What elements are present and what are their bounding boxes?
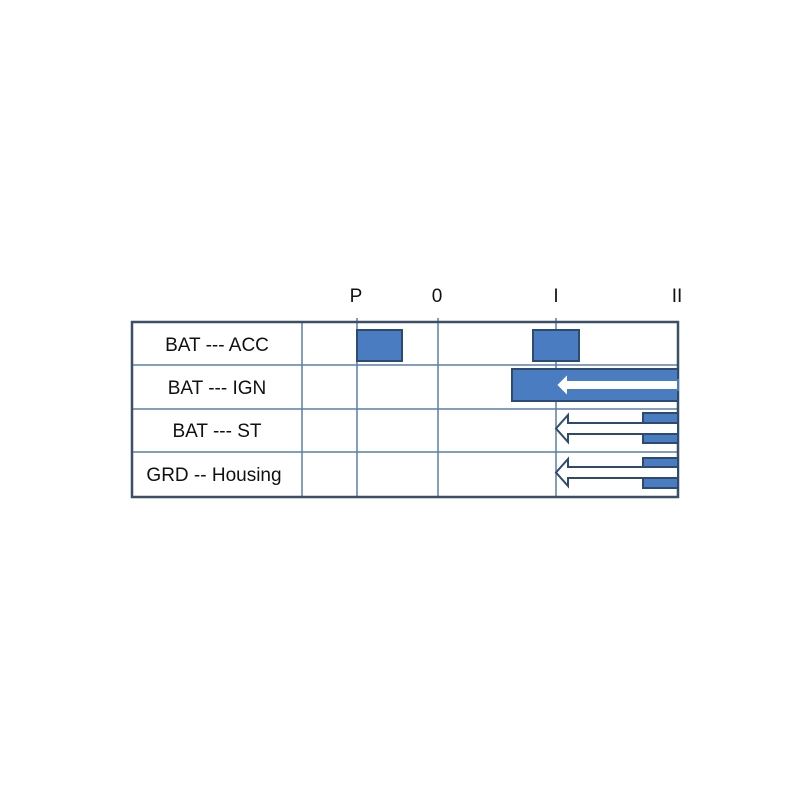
return-arrow-housing [554, 456, 679, 489]
connection-bar-acc-p [356, 329, 403, 362]
position-header-p: P [350, 286, 363, 307]
row-label-housing: GRD -- Housing [146, 465, 281, 486]
connection-bar-acc-i [532, 329, 580, 362]
table-border [130, 320, 680, 499]
return-arrow-ign [554, 370, 679, 400]
row-label-acc: BAT --- ACC [165, 335, 269, 356]
return-arrow-st [554, 412, 679, 445]
position-header-0: 0 [432, 286, 443, 307]
position-header-ii: II [672, 286, 683, 307]
row-label-st: BAT --- ST [172, 421, 261, 442]
position-header-i: I [553, 286, 558, 307]
row-label-ign: BAT --- IGN [168, 378, 267, 399]
